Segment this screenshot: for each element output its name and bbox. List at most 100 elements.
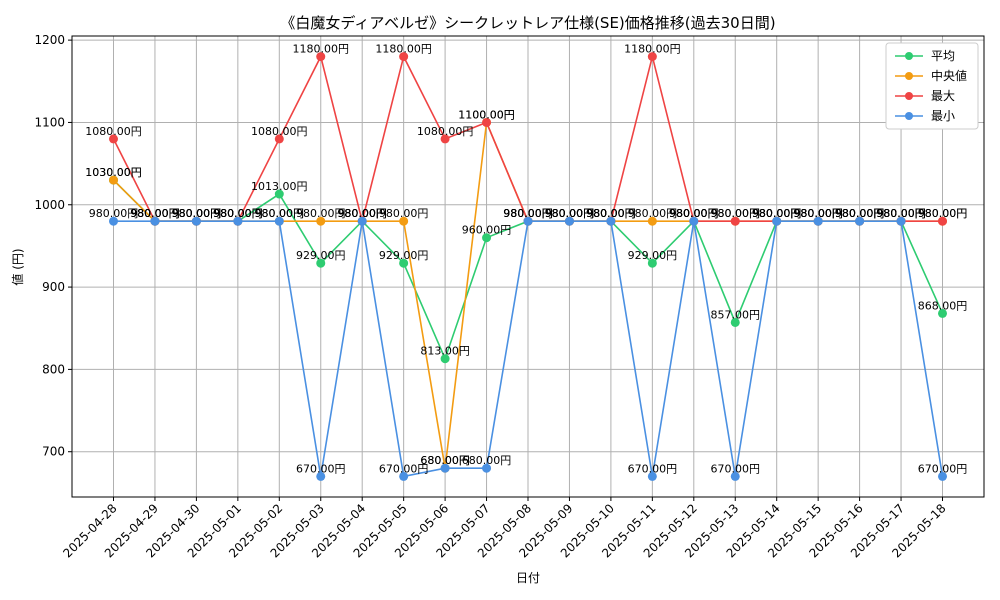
y-tick-label: 1200 xyxy=(34,33,65,47)
data-point xyxy=(109,175,118,185)
data-point xyxy=(730,317,740,327)
data-label: 980.00円 xyxy=(669,207,719,220)
data-point xyxy=(606,216,616,226)
data-label: 980.00円 xyxy=(669,207,719,220)
data-label: 670.00円 xyxy=(711,462,761,475)
data-point xyxy=(316,52,326,62)
data-point xyxy=(357,216,367,226)
data-point xyxy=(647,216,657,226)
data-point xyxy=(399,471,409,481)
grid-layer xyxy=(72,36,984,497)
y-tick-label: 800 xyxy=(42,362,65,376)
data-label: 670.00円 xyxy=(296,462,346,475)
data-label: 980.00円 xyxy=(213,207,263,220)
data-label-layer: 1030.00円980.00円980.00円980.00円1013.00円929… xyxy=(85,43,967,476)
data-label: 980.00円 xyxy=(503,207,553,220)
data-label: 980.00円 xyxy=(752,207,802,220)
data-point xyxy=(855,216,865,226)
data-label: 980.00円 xyxy=(296,207,346,220)
data-point xyxy=(274,216,284,226)
data-label: 980.00円 xyxy=(89,207,139,220)
data-label: 980.00円 xyxy=(918,207,968,220)
data-label: 980.00円 xyxy=(876,207,926,220)
data-point xyxy=(938,216,947,226)
data-label: 980.00円 xyxy=(130,207,180,220)
data-point xyxy=(440,354,450,364)
data-point xyxy=(482,233,492,243)
data-label: 1080.00円 xyxy=(417,125,474,138)
data-label: 980.00円 xyxy=(628,207,678,220)
legend-swatch-marker xyxy=(905,72,913,80)
data-label: 980.00円 xyxy=(337,207,387,220)
data-label: 980.00円 xyxy=(213,207,263,220)
data-point xyxy=(191,216,201,226)
legend-swatch-marker xyxy=(905,92,913,100)
data-label: 680.00円 xyxy=(420,454,470,467)
y-tick-label: 1000 xyxy=(34,198,65,212)
data-label: 929.00円 xyxy=(379,249,429,262)
data-label: 980.00円 xyxy=(752,207,802,220)
data-point xyxy=(730,216,740,226)
series-layer xyxy=(109,52,947,481)
data-label: 980.00円 xyxy=(918,207,968,220)
data-label: 980.00円 xyxy=(876,207,926,220)
data-point xyxy=(482,117,492,127)
legend-label: 中央値 xyxy=(931,68,967,83)
data-label: 980.00円 xyxy=(669,207,719,220)
data-label: 980.00円 xyxy=(752,207,802,220)
data-label: 670.00円 xyxy=(918,462,968,475)
data-point xyxy=(647,52,657,62)
data-label: 980.00円 xyxy=(793,207,843,220)
data-label: 980.00円 xyxy=(255,207,305,220)
data-label: 980.00円 xyxy=(503,207,553,220)
data-label: 980.00円 xyxy=(669,207,719,220)
legend-label: 最小 xyxy=(931,109,955,123)
data-point xyxy=(523,216,533,226)
data-label: 680.00円 xyxy=(462,454,512,467)
data-point xyxy=(440,463,450,473)
x-axis-label: 日付 xyxy=(516,571,540,585)
data-point xyxy=(440,134,450,144)
data-label: 980.00円 xyxy=(711,207,761,220)
data-label: 1180.00円 xyxy=(624,43,681,56)
y-tick-label: 700 xyxy=(42,445,65,459)
data-label: 1080.00円 xyxy=(251,125,308,138)
data-label: 857.00円 xyxy=(711,308,761,321)
data-label: 1030.00円 xyxy=(85,166,142,179)
data-label: 1100.00円 xyxy=(458,108,515,121)
data-label: 960.00円 xyxy=(462,224,512,237)
data-point xyxy=(772,216,782,226)
data-label: 980.00円 xyxy=(172,207,222,220)
legend-swatch-marker xyxy=(905,112,913,120)
data-label: 980.00円 xyxy=(545,207,595,220)
data-label: 670.00円 xyxy=(379,462,429,475)
data-label: 1013.00円 xyxy=(251,180,308,193)
data-label: 980.00円 xyxy=(793,207,843,220)
legend-label: 最大 xyxy=(931,89,955,103)
data-point xyxy=(316,258,326,268)
data-point xyxy=(482,463,492,473)
data-label: 980.00円 xyxy=(337,207,387,220)
data-point xyxy=(689,216,699,226)
y-tick-label: 1100 xyxy=(34,115,65,129)
legend-box xyxy=(885,42,979,130)
data-label: 980.00円 xyxy=(172,207,222,220)
data-point xyxy=(399,258,409,268)
data-label: 980.00円 xyxy=(255,207,305,220)
data-point xyxy=(399,216,409,226)
data-point xyxy=(109,134,118,144)
data-label: 813.00円 xyxy=(420,345,470,358)
data-label: 980.00円 xyxy=(586,207,636,220)
data-label: 980.00円 xyxy=(337,207,387,220)
data-label: 980.00円 xyxy=(379,207,429,220)
legend-label: 平均 xyxy=(931,49,955,63)
data-point xyxy=(399,52,409,62)
data-label: 980.00円 xyxy=(835,207,885,220)
data-label: 868.00円 xyxy=(918,299,968,312)
data-label: 680.00円 xyxy=(420,454,470,467)
data-point xyxy=(274,134,284,144)
data-label: 980.00円 xyxy=(545,207,595,220)
data-label: 980.00円 xyxy=(545,207,595,220)
